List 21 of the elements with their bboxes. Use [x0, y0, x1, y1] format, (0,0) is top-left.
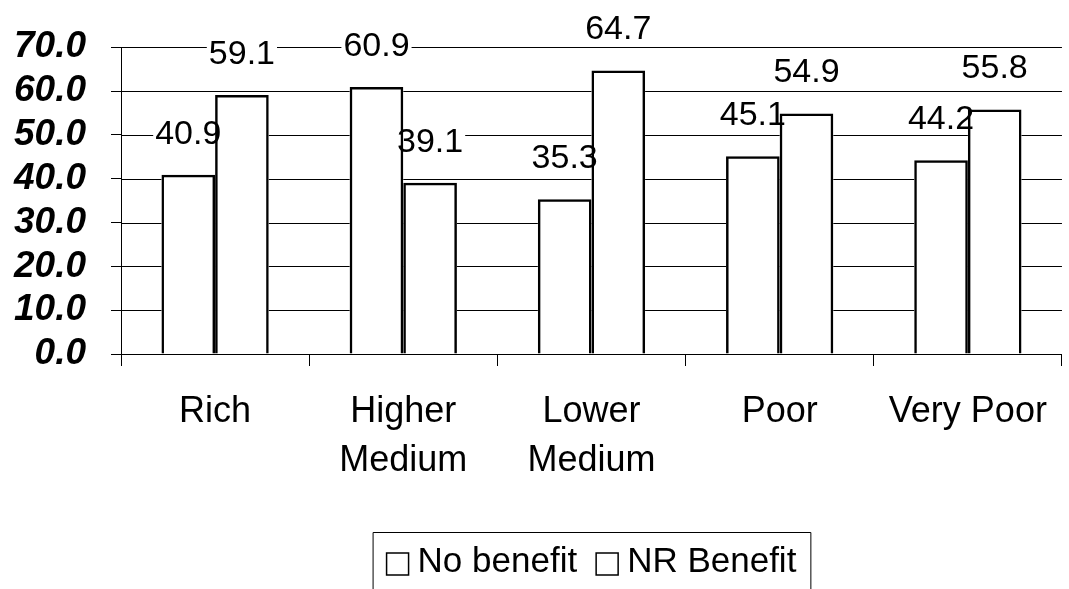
y-tick-label: 70.0 [13, 24, 87, 66]
data-label: 45.1 [719, 94, 786, 133]
data-label: 64.7 [585, 8, 652, 47]
legend-label: NR Benefit [627, 539, 797, 579]
y-tick-label: 0.0 [34, 331, 87, 373]
x-tick-label: Rich [179, 389, 252, 431]
y-tick-label: 10.0 [13, 287, 87, 329]
y-tick-label: 40.0 [12, 155, 87, 197]
data-label: 60.9 [343, 25, 410, 64]
y-tick-label: 50.0 [13, 112, 87, 154]
y-tick-label: 60.0 [13, 68, 87, 110]
x-tick-label: Poor [741, 389, 818, 431]
y-tick-label: 20.0 [12, 243, 87, 285]
data-label: 59.1 [208, 32, 276, 71]
x-tick-label: Lower Medium [527, 389, 656, 480]
y-tick-label: 30.0 [13, 199, 87, 241]
x-tick-label: Higher Medium [339, 389, 468, 480]
data-label: 54.9 [773, 51, 840, 90]
x-tick-label: Very Poor [888, 389, 1047, 431]
legend-label: No benefit [417, 539, 578, 579]
data-label: 55.8 [961, 47, 1028, 86]
